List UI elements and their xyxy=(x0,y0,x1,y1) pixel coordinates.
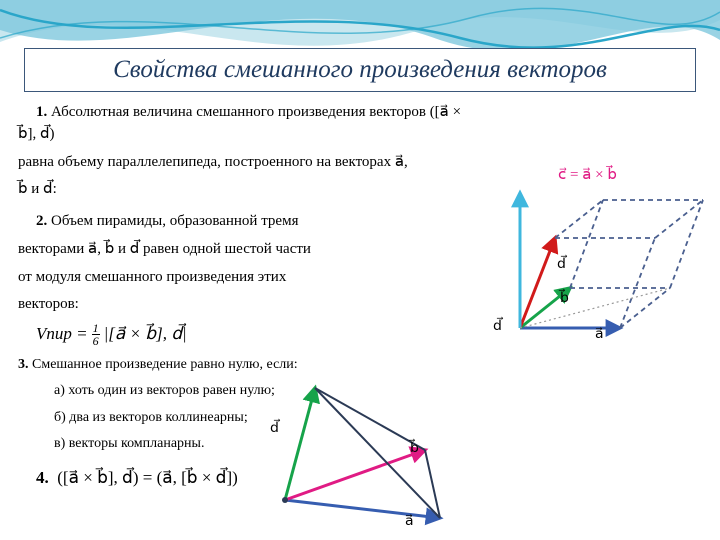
prop2-formula-rhs: |[a⃗ × b⃗], d⃗| xyxy=(104,322,187,347)
title-text: Свойства смешанного произведения векторо… xyxy=(113,56,607,84)
pyramid-diagram: a⃗ b⃗ d⃗ xyxy=(255,380,515,530)
prop2-num: 2. xyxy=(36,213,47,229)
para-label-a: a⃗ xyxy=(595,326,604,343)
one-sixth: 16 xyxy=(92,322,100,347)
prop1-num: 1. xyxy=(36,104,47,120)
para-label-d: d⃗ xyxy=(557,256,566,273)
parallelepiped-diagram: a⃗ b⃗ d⃗ d⃗ xyxy=(465,178,705,353)
prop3-num: 3. xyxy=(18,357,29,372)
prop3-text: Смешанное произведение равно нулю, если: xyxy=(32,357,298,372)
prop4-num: 4. xyxy=(36,468,49,487)
pyr-label-b: b⃗ xyxy=(410,440,419,457)
pyr-label-d: d⃗ xyxy=(270,420,279,437)
prop4-expr: ([a⃗ × b⃗], d⃗) = (a⃗, [b⃗ × d⃗]) xyxy=(57,468,238,487)
prop1-line1: 1. Абсолютная величина смешанного произв… xyxy=(18,102,468,146)
para-label-d2: d⃗ xyxy=(493,318,502,335)
prop2-line2: векторами a⃗, b⃗ и d⃗ равен одной шестой… xyxy=(18,239,468,261)
prop2-line1: 2. Объем пирамиды, образованной тремя xyxy=(18,211,468,233)
prop2-line4: векторов: xyxy=(18,294,468,316)
prop2-text-a: Объем пирамиды, образованной тремя xyxy=(51,213,298,229)
prop3-line1: 3. Смешанное произведение равно нулю, ес… xyxy=(18,355,468,375)
para-label-b: b⃗ xyxy=(560,290,569,307)
prop2-formula-lhs: Vпир = xyxy=(36,322,88,347)
prop1-text-a: Абсолютная величина смешанного произведе… xyxy=(51,104,426,120)
prop2-formula: Vпир = 16 |[a⃗ × b⃗], d⃗| xyxy=(18,322,468,347)
prop1-line3: b⃗ и d⃗: xyxy=(18,179,468,201)
title-box: Свойства смешанного произведения векторо… xyxy=(24,48,696,92)
prop1-line2: равна объему параллелепипеда, построенно… xyxy=(18,152,468,174)
prop2-line3: от модуля смешанного произведения этих xyxy=(18,267,468,289)
pyr-label-a: a⃗ xyxy=(405,513,414,530)
